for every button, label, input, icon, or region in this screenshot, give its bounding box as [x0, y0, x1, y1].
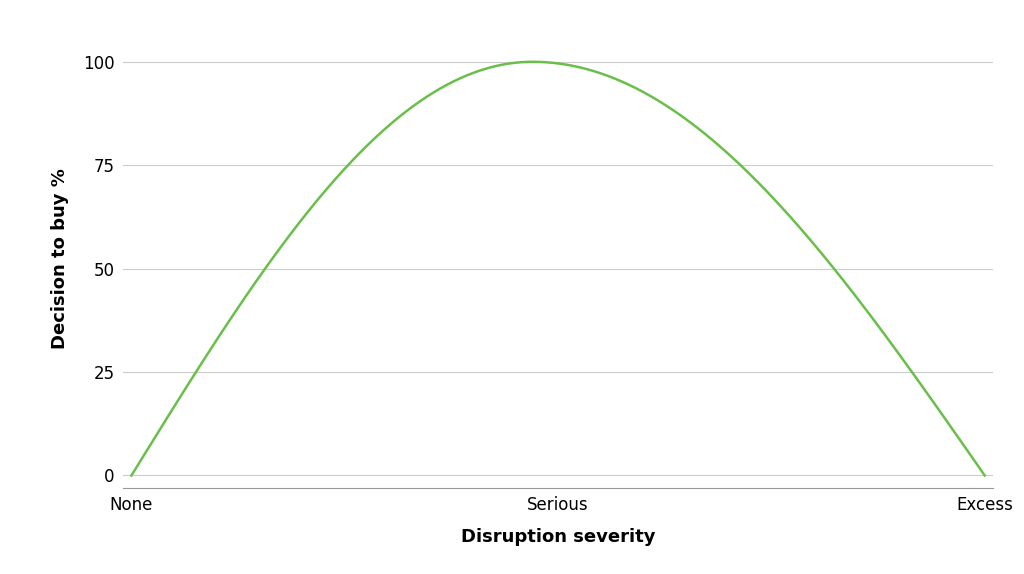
Y-axis label: Decision to buy %: Decision to buy % [51, 168, 69, 349]
X-axis label: Disruption severity: Disruption severity [461, 528, 655, 546]
